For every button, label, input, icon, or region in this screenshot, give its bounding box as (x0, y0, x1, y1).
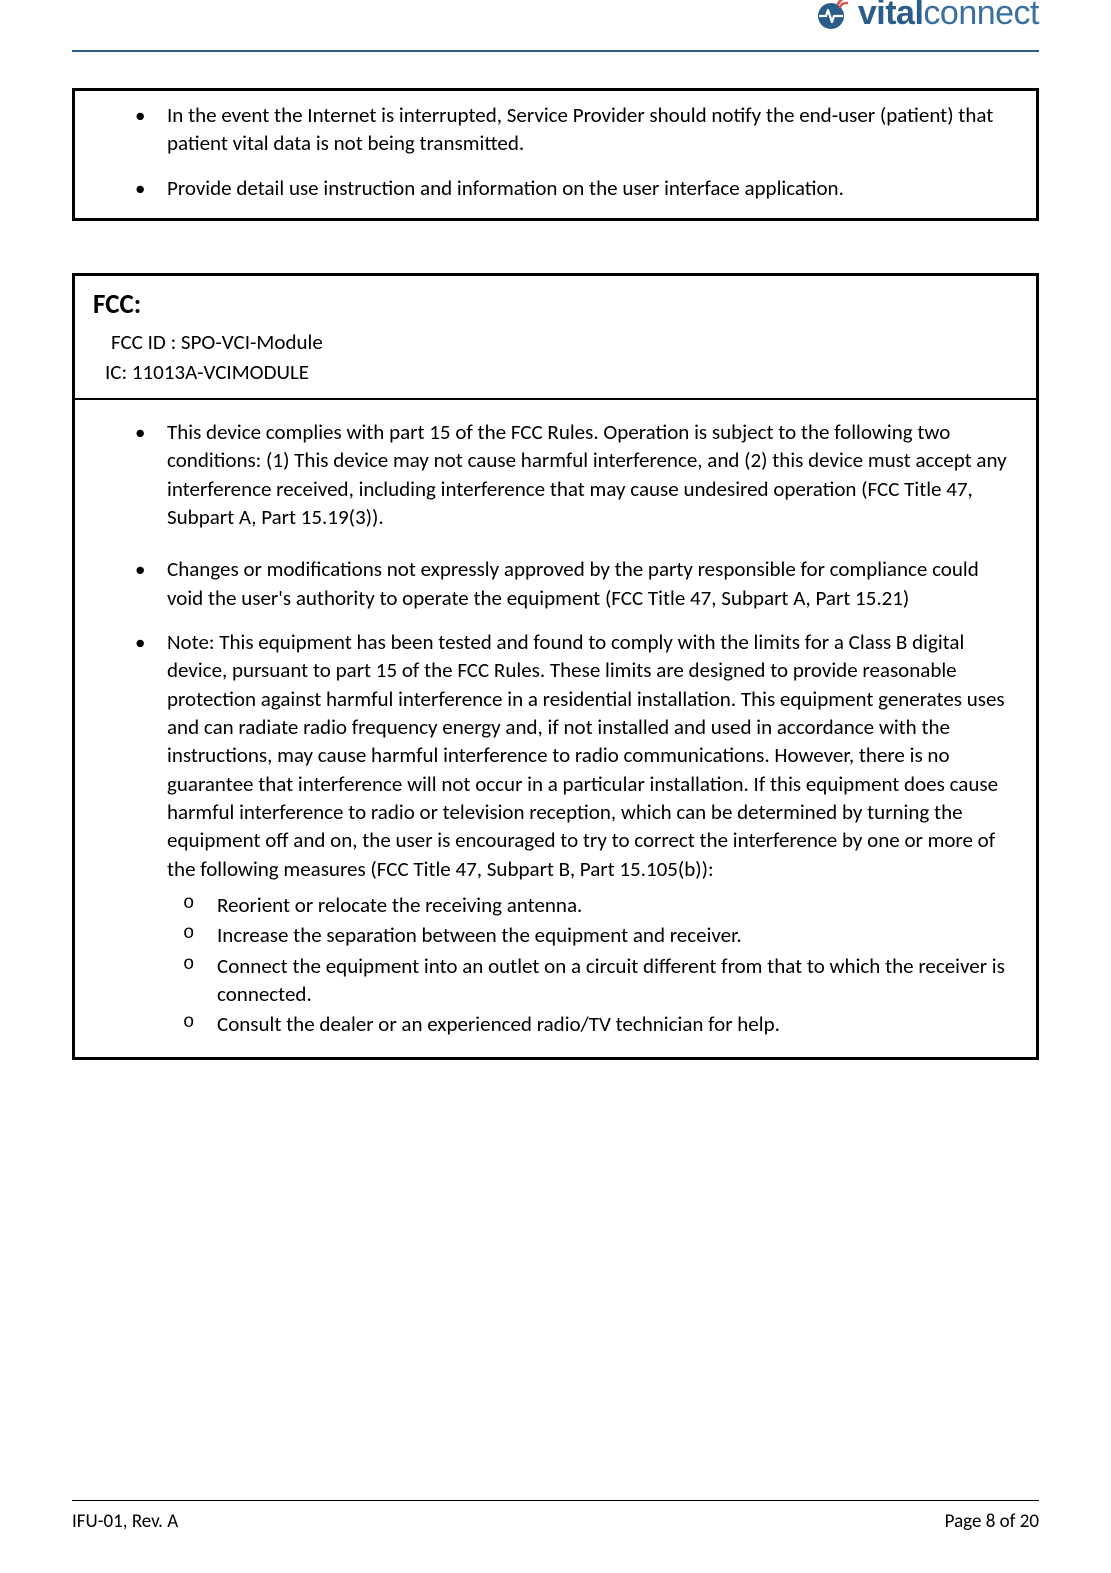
sub-item: Increase the separation between the equi… (167, 921, 1010, 949)
brand-light: connect (923, 0, 1039, 32)
sub-item: Connect the equipment into an outlet on … (167, 952, 1010, 1009)
sub-item: Consult the dealer or an experienced rad… (167, 1010, 1010, 1038)
notice-box-1-body: In the event the Internet is interrupted… (75, 91, 1036, 218)
brand-logo-icon (810, 0, 852, 34)
footer-right: Page 8 of 20 (945, 1510, 1039, 1533)
footer-left: IFU-01, Rev. A (72, 1510, 178, 1533)
header-divider (72, 50, 1039, 52)
list-item: Changes or modifications not expressly a… (101, 555, 1010, 612)
brand-logo-text: vitalconnect (858, 0, 1039, 33)
sub-item: Reorient or relocate the receiving anten… (167, 891, 1010, 919)
fcc-body: This device complies with part 15 of the… (75, 400, 1036, 1057)
list-item-text: Note: This equipment has been tested and… (167, 629, 1005, 882)
page-footer: IFU-01, Rev. A Page 8 of 20 (72, 1510, 1039, 1533)
list-item: Note: This equipment has been tested and… (101, 628, 1010, 1039)
fcc-sublist: Reorient or relocate the receiving anten… (167, 891, 1010, 1039)
page: vitalconnect In the event the Internet i… (0, 0, 1111, 1573)
list-item: Provide detail use instruction and infor… (101, 174, 1010, 202)
footer-divider (72, 1500, 1039, 1501)
fcc-box: FCC: FCC ID : SPO-VCI-Module IC: 11013A-… (72, 273, 1039, 1060)
list-item: In the event the Internet is interrupted… (101, 101, 1010, 158)
page-content: In the event the Internet is interrupted… (72, 60, 1039, 1060)
fcc-title: FCC: (93, 288, 1018, 321)
brand-logo: vitalconnect (810, 0, 1039, 34)
fcc-list: This device complies with part 15 of the… (101, 418, 1010, 1039)
notice-list-1: In the event the Internet is interrupted… (101, 101, 1010, 202)
notice-box-1: In the event the Internet is interrupted… (72, 88, 1039, 221)
fcc-ic-line: IC: 11013A-VCIMODULE (93, 357, 1018, 387)
fcc-id-line: FCC ID : SPO-VCI-Module (93, 327, 1018, 357)
list-item: This device complies with part 15 of the… (101, 418, 1010, 531)
fcc-header: FCC: FCC ID : SPO-VCI-Module IC: 11013A-… (75, 276, 1036, 400)
brand-bold: vital (858, 0, 924, 32)
